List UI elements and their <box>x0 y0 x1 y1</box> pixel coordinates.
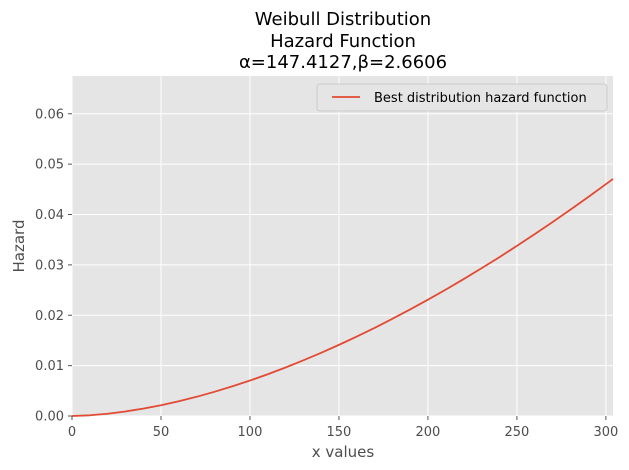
x-tick-label: 0 <box>68 425 76 440</box>
x-axis-label: x values <box>312 443 375 461</box>
y-tick-label: 0.03 <box>35 258 64 273</box>
series-line <box>71 178 614 417</box>
series-lines <box>71 178 614 417</box>
x-tick-label: 150 <box>327 425 352 440</box>
y-tick-label: 0.02 <box>35 309 64 324</box>
y-tick-label: 0.00 <box>35 410 64 425</box>
y-tick-label: 0.01 <box>35 359 64 374</box>
y-tick-label: 0.06 <box>35 107 64 122</box>
x-tick-label: 50 <box>153 425 170 440</box>
chart-title-line-1: Weibull Distribution <box>255 9 431 30</box>
y-axis-label: Hazard <box>10 220 28 273</box>
legend: Best distribution hazard function <box>316 83 608 112</box>
y-axis-ticks: 0.00 0.01 0.02 0.03 0.04 0.05 0.06 <box>35 107 72 425</box>
legend-box <box>316 83 608 112</box>
y-tick-label: 0.04 <box>35 208 64 223</box>
chart-title-line-3: α=147.4127,β=2.6606 <box>239 52 447 73</box>
x-tick-label: 250 <box>504 425 529 440</box>
x-axis-ticks: 0 50 100 150 200 250 300 <box>68 416 618 440</box>
x-tick-label: 100 <box>238 425 263 440</box>
x-tick-label: 200 <box>416 425 441 440</box>
chart-title-line-2: Hazard Function <box>270 31 416 52</box>
plot-area <box>72 76 613 416</box>
legend-label: Best distribution hazard function <box>374 91 587 106</box>
x-tick-label: 300 <box>593 425 618 440</box>
y-tick-label: 0.05 <box>35 158 64 173</box>
